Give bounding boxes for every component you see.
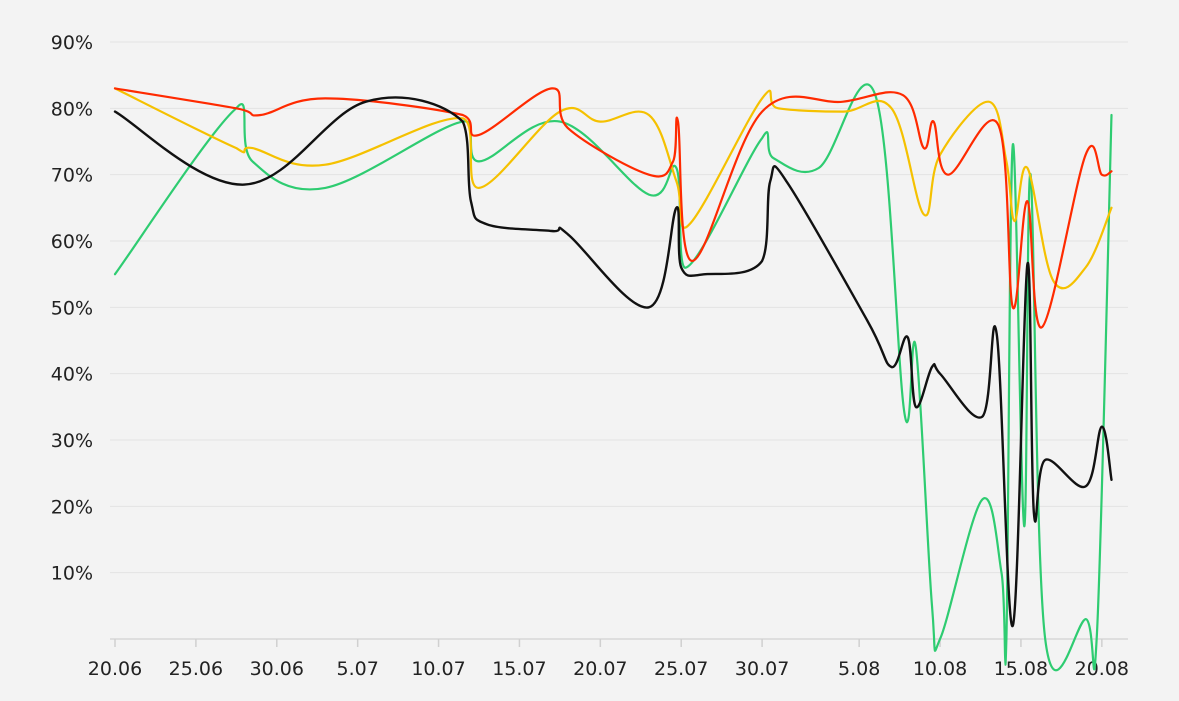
y-tick-label: 80% <box>51 98 93 120</box>
x-tick-label: 20.07 <box>573 658 627 680</box>
y-tick-label: 50% <box>51 297 93 319</box>
x-tick-label: 20.06 <box>88 658 142 680</box>
x-tick-label: 15.08 <box>994 658 1048 680</box>
x-tick-label: 30.06 <box>250 658 304 680</box>
x-tick-label: 20.08 <box>1075 658 1129 680</box>
x-axis-tick-labels: 20.06 25.06 30.06 5.07 10.07 15.07 20.07 25.07 3… <box>88 639 1129 680</box>
x-tick-label: 10.07 <box>411 658 465 680</box>
series-lines <box>113 83 1113 672</box>
y-tick-label: 60% <box>51 231 93 253</box>
x-tick-label: 25.06 <box>169 658 223 680</box>
series-line-0 <box>113 83 1113 672</box>
series-line-1 <box>113 87 1113 290</box>
x-tick-label: 15.07 <box>492 658 546 680</box>
series-line-2 <box>113 87 1113 329</box>
series-line-3 <box>113 96 1113 627</box>
y-tick-label: 90% <box>51 32 93 54</box>
y-axis-tick-labels: 10% 20% 30% 40% 50% 60% 70% 80% 90% <box>51 32 93 585</box>
grid <box>110 41 1128 574</box>
y-tick-label: 20% <box>51 496 93 518</box>
x-tick-label: 30.07 <box>735 658 789 680</box>
x-tick-label: 10.08 <box>913 658 967 680</box>
x-tick-label: 25.07 <box>654 658 708 680</box>
y-tick-label: 40% <box>51 364 93 386</box>
y-tick-label: 10% <box>51 563 93 585</box>
x-tick-label: 5.08 <box>838 658 880 680</box>
y-tick-label: 70% <box>51 165 93 187</box>
y-tick-label: 30% <box>51 430 93 452</box>
x-tick-label: 5.07 <box>337 658 379 680</box>
